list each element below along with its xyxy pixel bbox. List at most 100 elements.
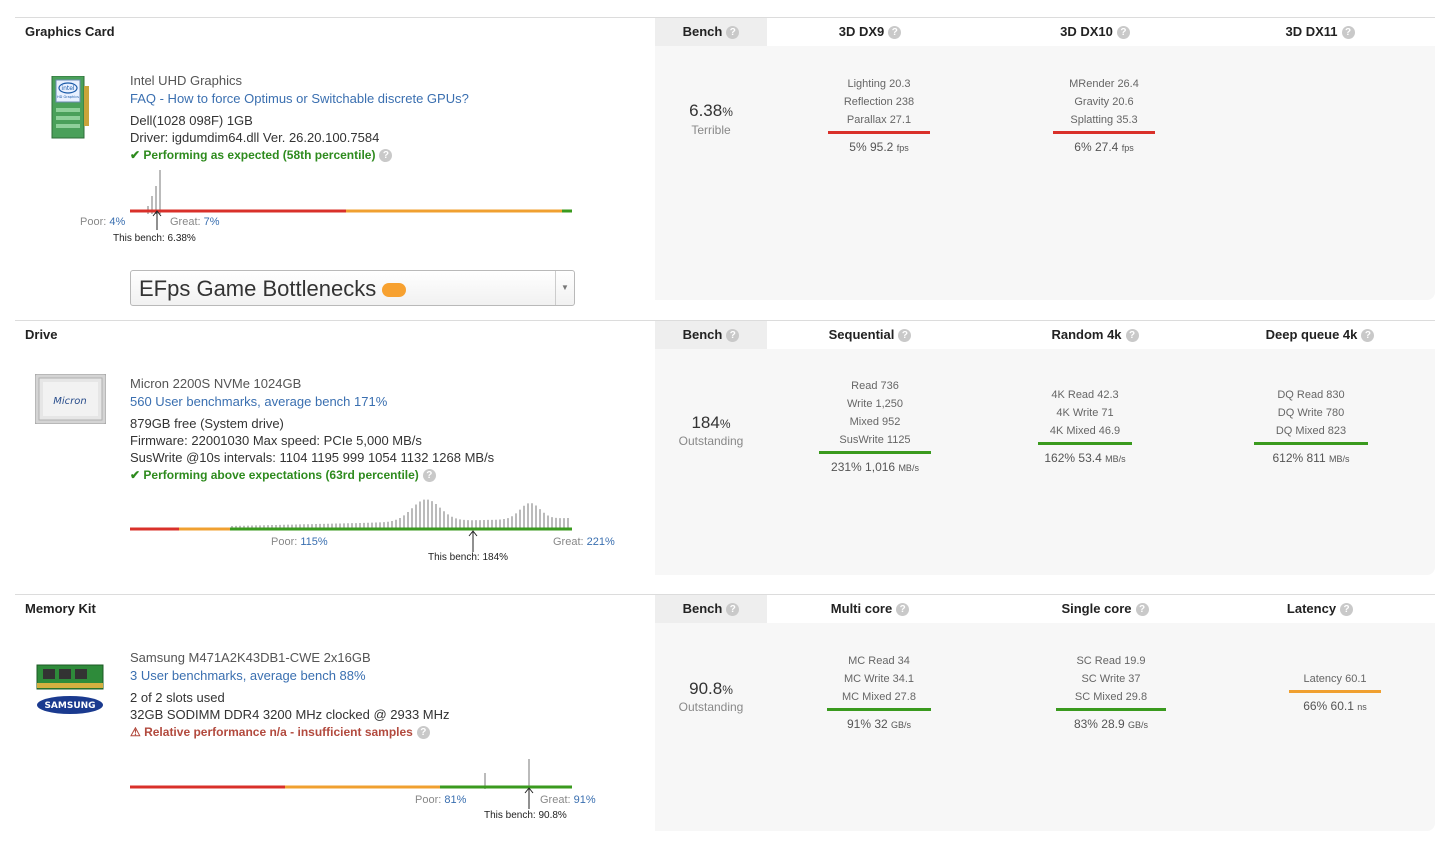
drive-random4k-metrics: 4K Read 42.3 4K Write 71 4K Mixed 46.9 1…: [1005, 386, 1165, 468]
help-icon[interactable]: ?: [726, 329, 740, 343]
ram-bench-header[interactable]: Bench?: [655, 595, 767, 623]
gpu-dx9-metrics: Lighting 20.3 Reflection 238 Parallax 27…: [799, 75, 959, 157]
ram-benchmarks-link[interactable]: 3 User benchmarks, average bench 88%: [130, 668, 366, 683]
ram-info-1: 2 of 2 slots used: [130, 690, 225, 705]
ram-col-multicore[interactable]: Multi core?: [790, 595, 950, 623]
drive-info-1: 879GB free (System drive): [130, 416, 284, 431]
gpu-dx10-metrics: MRender 26.4 Gravity 20.6 Splatting 35.3…: [1024, 75, 1184, 157]
gpu-dx9-bar: [828, 131, 930, 134]
drive-sequential-metrics: Read 736 Write 1,250 Mixed 952 SusWrite …: [795, 377, 955, 477]
ram-section: Memory Kit Bench? Multi core? Single cor…: [15, 594, 1435, 831]
drive-header: Drive Bench? Sequential? Random 4k? Deep…: [15, 320, 1435, 350]
drive-bench-header[interactable]: Bench?: [655, 321, 767, 349]
ram-singlecore-metrics: SC Read 19.9 SC Write 37 SC Mixed 29.8 8…: [1031, 652, 1191, 734]
help-icon[interactable]: ?: [896, 603, 910, 617]
help-icon[interactable]: ?: [898, 329, 912, 343]
drive-histogram: [130, 499, 572, 531]
drive-this-bench: This bench: 184%: [428, 552, 509, 563]
help-icon[interactable]: ?: [888, 26, 902, 40]
gpu-bench-marker-icon: [152, 210, 162, 230]
ram-poor-label: Poor: 81%: [415, 794, 467, 806]
gpu-col-dx11[interactable]: 3D DX11?: [1240, 18, 1400, 46]
gpu-info-2: Driver: igdumdim64.dll Ver. 26.20.100.75…: [130, 130, 380, 145]
intel-logo-subtext: HD Graphics: [57, 95, 79, 99]
gpu-col-dx9[interactable]: 3D DX9?: [790, 18, 950, 46]
drive-bench-rating: Outstanding: [678, 434, 744, 448]
gpu-bench-header[interactable]: Bench?: [655, 18, 767, 46]
help-icon[interactable]: ?: [726, 26, 740, 40]
help-icon[interactable]: ?: [1361, 329, 1375, 343]
ram-histogram: [130, 759, 572, 789]
ram-great-label: Great: 91%: [540, 794, 596, 806]
help-icon[interactable]: ?: [1341, 26, 1355, 40]
ram-multicore-metrics: MC Read 34 MC Write 34.1 MC Mixed 27.8 9…: [799, 652, 959, 734]
gpu-name: Intel UHD Graphics: [130, 73, 242, 88]
micron-logo-text: Micron: [53, 396, 86, 407]
ram-singlecore-bar: [1056, 708, 1166, 711]
gpu-histogram: [130, 170, 572, 214]
drive-random4k-bar: [1038, 442, 1132, 445]
drive-name: Micron 2200S NVMe 1024GB: [130, 376, 302, 391]
drive-info-2: Firmware: 22001030 Max speed: PCIe 5,000…: [130, 433, 422, 448]
intel-logo-text: intel: [61, 85, 75, 92]
gpu-faq-link[interactable]: FAQ - How to force Optimus or Switchable…: [130, 91, 469, 106]
gpu-card-icon: intel HD Graphics: [50, 75, 90, 140]
gpu-section-title: Graphics Card: [25, 24, 115, 39]
drive-info-3: SusWrite @10s intervals: 1104 1195 999 1…: [130, 450, 495, 465]
ram-latency-metrics: Latency 60.1 66% 60.1 ns: [1255, 670, 1415, 716]
ram-bench-value: 90.8%: [689, 679, 733, 698]
drive-sequential-bar: [819, 451, 931, 454]
drive-poor-label: Poor: 115%: [271, 536, 328, 548]
ram-info-2: 32GB SODIMM DDR4 3200 MHz clocked @ 2933…: [130, 707, 450, 722]
help-icon[interactable]: ?: [416, 726, 430, 740]
drive-great-label: Great: 221%: [553, 536, 615, 548]
drive-deepqueue-bar: [1254, 442, 1368, 445]
gpu-bench-rating: Terrible: [691, 123, 731, 137]
gpu-poor-label: Poor: 4%: [80, 216, 126, 228]
ram-body: SAMSUNG Samsung M471A2K43DB1-CWE 2x16GB …: [15, 623, 1435, 831]
gpu-dx10-bar: [1053, 131, 1155, 134]
drive-bench-value: 184%: [691, 413, 731, 432]
ram-performance-status: ⚠ Relative performance n/a - insufficien…: [130, 725, 430, 740]
help-icon[interactable]: ?: [1116, 26, 1130, 40]
ram-name: Samsung M471A2K43DB1-CWE 2x16GB: [130, 650, 371, 665]
gamepad-icon: [382, 283, 407, 298]
gpu-body: intel HD Graphics Intel UHD Graphics FAQ…: [15, 46, 1435, 306]
gpu-bench-value: 6.38%: [689, 101, 733, 120]
ram-col-latency[interactable]: Latency?: [1240, 595, 1400, 623]
gpu-performance-status: ✔ Performing as expected (58th percentil…: [130, 148, 393, 163]
gpu-great-label: Great: 7%: [170, 216, 220, 228]
drive-section-title: Drive: [25, 327, 58, 342]
gpu-col-dx10[interactable]: 3D DX10?: [1015, 18, 1175, 46]
samsung-ram-icon: SAMSUNG: [35, 663, 107, 719]
help-icon[interactable]: ?: [379, 149, 393, 163]
drive-col-random4k[interactable]: Random 4k?: [1015, 321, 1175, 349]
ram-latency-bar: [1289, 690, 1381, 693]
help-icon[interactable]: ?: [1135, 603, 1149, 617]
game-bottlenecks-dropdown[interactable]: EFps Game Bottlenecks ▼: [130, 270, 575, 306]
gpu-header: Graphics Card Bench? 3D DX9? 3D DX10? 3D…: [15, 17, 1435, 47]
drive-performance-status: ✔ Performing above expectations (63rd pe…: [130, 468, 436, 483]
drive-section: Drive Bench? Sequential? Random 4k? Deep…: [15, 320, 1435, 575]
micron-drive-icon: Micron: [34, 373, 107, 425]
help-icon[interactable]: ?: [422, 469, 436, 483]
ram-multicore-bar: [827, 708, 931, 711]
ram-this-bench: This bench: 90.8%: [484, 810, 567, 821]
samsung-logo-text: SAMSUNG: [44, 701, 95, 711]
drive-bench-marker-icon: [468, 530, 478, 552]
gpu-this-bench: This bench: 6.38%: [113, 233, 196, 244]
gpu-info-1: Dell(1028 098F) 1GB: [130, 113, 253, 128]
ram-header: Memory Kit Bench? Multi core? Single cor…: [15, 594, 1435, 624]
help-icon[interactable]: ?: [726, 603, 740, 617]
drive-col-deepqueue[interactable]: Deep queue 4k?: [1240, 321, 1400, 349]
drive-body: Micron Micron 2200S NVMe 1024GB 560 User…: [15, 349, 1435, 575]
help-icon[interactable]: ?: [1340, 603, 1354, 617]
help-icon[interactable]: ?: [1125, 329, 1139, 343]
ram-col-singlecore[interactable]: Single core?: [1025, 595, 1185, 623]
ram-bench-marker-icon: [524, 787, 534, 809]
chevron-down-icon[interactable]: ▼: [555, 271, 574, 305]
ram-section-title: Memory Kit: [25, 601, 96, 616]
ram-bench-rating: Outstanding: [678, 700, 744, 714]
drive-benchmarks-link[interactable]: 560 User benchmarks, average bench 171%: [130, 394, 388, 409]
drive-col-sequential[interactable]: Sequential?: [790, 321, 950, 349]
